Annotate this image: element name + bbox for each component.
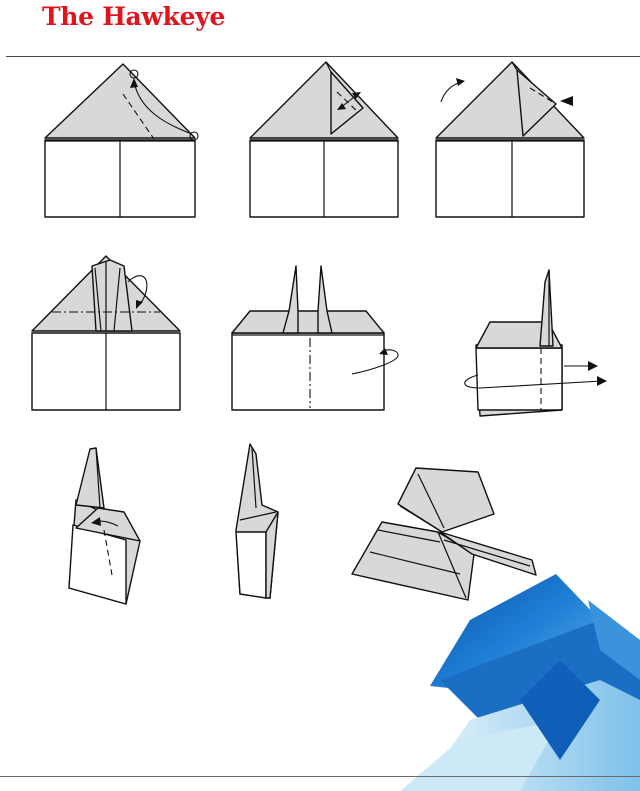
step-9	[351, 467, 537, 601]
step-6	[464, 269, 607, 417]
blue-paper-plane-image	[400, 574, 640, 791]
step-1	[44, 63, 199, 218]
step-2	[249, 61, 399, 218]
page-title: The Hawkeye	[42, 2, 226, 31]
rotate-arrow-icon	[351, 349, 399, 375]
fold-arrow-icon	[133, 81, 193, 135]
fold-point-corner	[189, 131, 199, 141]
header-divider	[6, 56, 640, 57]
triangle-marker-icon	[560, 96, 573, 106]
step-7	[68, 447, 141, 605]
step-4	[31, 255, 181, 411]
valley-fold-line	[122, 93, 155, 140]
step-8	[235, 443, 279, 599]
step-3	[435, 61, 585, 218]
step-5	[231, 265, 399, 411]
footer-divider	[0, 776, 640, 777]
rotate-arrow-icon	[464, 374, 603, 389]
